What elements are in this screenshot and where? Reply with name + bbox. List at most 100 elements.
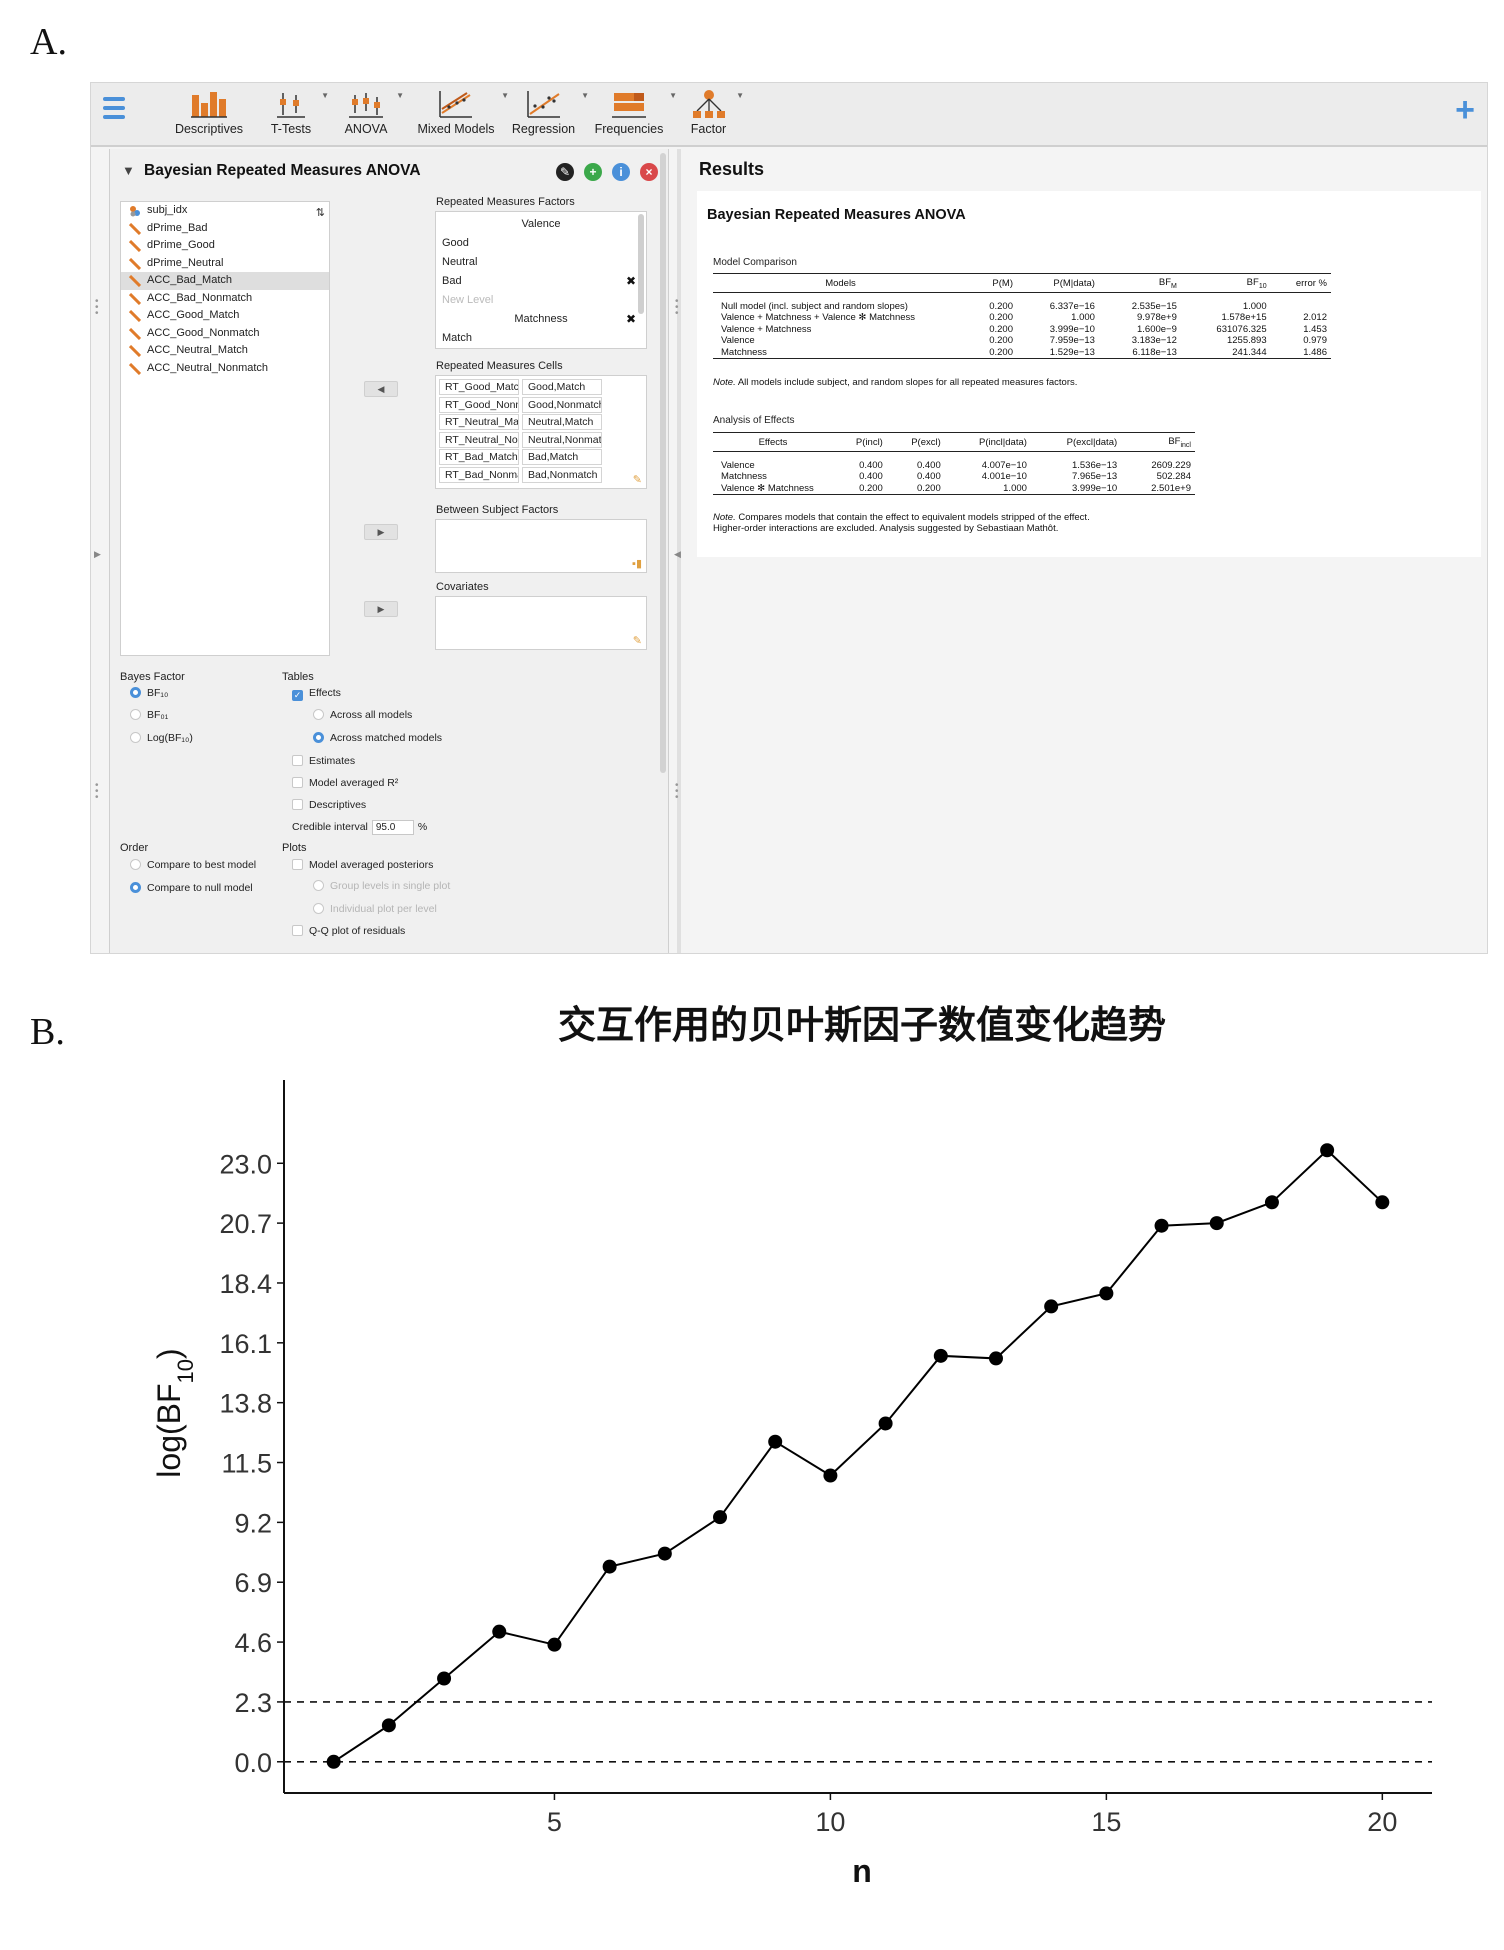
group-levels-radio[interactable]: Group levels in single plot bbox=[313, 880, 450, 892]
rm-cell-level[interactable]: Good,Nonmatch bbox=[522, 396, 602, 413]
across-matched-models-radio[interactable]: Across matched models bbox=[313, 732, 442, 744]
variable-item[interactable]: ACC_Neutral_Nonmatch bbox=[121, 360, 329, 378]
chevron-down-icon: ▼ bbox=[736, 91, 744, 100]
new-level-placeholder[interactable]: New Level bbox=[442, 294, 494, 306]
individual-plot-label: Individual plot per level bbox=[330, 903, 437, 915]
rm-cell-variable[interactable]: RT_Good_Match bbox=[439, 379, 519, 395]
scrollbar[interactable] bbox=[638, 214, 644, 314]
remove-icon[interactable]: ✖ bbox=[625, 274, 636, 288]
ci-unit: % bbox=[417, 821, 428, 833]
ribbon-label: Frequencies bbox=[594, 122, 664, 136]
panel-label-a: A. bbox=[30, 21, 67, 63]
variable-item[interactable]: ACC_Bad_Match bbox=[121, 272, 329, 290]
analysis-header[interactable]: ▼ Bayesian Repeated Measures ANOVA ✎ + i… bbox=[118, 161, 658, 187]
across-all-models-radio[interactable]: Across all models bbox=[313, 709, 412, 721]
variable-item[interactable]: ACC_Good_Nonmatch bbox=[121, 325, 329, 343]
collapse-triangle-icon[interactable]: ▼ bbox=[122, 163, 135, 178]
splitter-grip-icon[interactable]: • • • bbox=[675, 296, 679, 319]
ci-input[interactable]: 95.0 bbox=[371, 820, 414, 835]
splitter-grip-icon[interactable]: • • • bbox=[675, 780, 679, 803]
pane-splitter[interactable] bbox=[677, 149, 681, 953]
compare-best-radio[interactable]: Compare to best model bbox=[130, 859, 256, 871]
logbf-radio[interactable]: Log(BF₁₀) bbox=[130, 732, 193, 744]
y-tick-label: 11.5 bbox=[221, 1449, 272, 1479]
ribbon-anova-button[interactable]: ANOVA ▼ bbox=[336, 89, 404, 136]
edit-icon[interactable]: ✎ bbox=[556, 163, 574, 181]
level-item[interactable]: Match bbox=[442, 332, 472, 344]
rm-cell-row: RT_Neutral_MatchNeutral,Match bbox=[436, 413, 646, 431]
ribbon-descriptives-button[interactable]: Descriptives bbox=[169, 89, 249, 136]
rm-cell-variable[interactable]: RT_Bad_Match bbox=[439, 449, 519, 466]
bf01-radio[interactable]: BF₀₁ bbox=[130, 709, 168, 721]
hamburger-icon[interactable] bbox=[103, 97, 125, 123]
data-point bbox=[1099, 1286, 1114, 1301]
qq-plot-checkbox[interactable]: Q-Q plot of residuals bbox=[292, 925, 405, 937]
model-posteriors-checkbox[interactable]: Model averaged posteriors bbox=[292, 859, 433, 871]
factor-name-valence[interactable]: Valence bbox=[521, 218, 561, 230]
variable-item[interactable]: ACC_Neutral_Match bbox=[121, 342, 329, 360]
ribbon-factor-button[interactable]: Factor ▼ bbox=[681, 89, 744, 136]
options-scrollbar[interactable] bbox=[660, 153, 666, 773]
ribbon-frequencies-button[interactable]: Frequencies ▼ bbox=[589, 89, 677, 136]
variable-item[interactable]: dPrime_Bad bbox=[121, 220, 329, 238]
variable-list[interactable]: ⇅ subj_idx dPrime_Bad dPrime_Good dPrime_Ne… bbox=[120, 201, 330, 656]
level-item[interactable]: Bad ✖ bbox=[436, 272, 646, 291]
assign-between-arrow-button[interactable]: ▶ bbox=[364, 524, 398, 540]
covariates-box[interactable]: ✎ bbox=[435, 596, 647, 650]
rm-cell-level[interactable]: Neutral,Match bbox=[522, 414, 602, 431]
close-icon[interactable]: × bbox=[640, 163, 658, 181]
y-tick-label: 6.9 bbox=[234, 1568, 272, 1598]
individual-plot-radio[interactable]: Individual plot per level bbox=[313, 903, 437, 915]
rm-cell-variable[interactable]: RT_Bad_Nonmat... bbox=[439, 466, 519, 483]
effects-note: Note. Compares models that contain the e… bbox=[713, 512, 1090, 534]
level-item[interactable]: Neutral bbox=[442, 256, 478, 268]
data-point bbox=[547, 1637, 562, 1652]
radio-icon bbox=[313, 903, 324, 914]
rm-cell-variable[interactable]: RT_Neutral_Non... bbox=[439, 431, 519, 448]
sort-icon[interactable]: ⇅ bbox=[315, 207, 325, 219]
rm-factors-box[interactable]: Valence Good Neutral Bad ✖ New Level Matc… bbox=[435, 211, 647, 349]
ribbon-mixed-models-button[interactable]: Mixed Models ▼ bbox=[411, 89, 509, 136]
bf10-radio[interactable]: BF₁₀ bbox=[130, 687, 168, 699]
rm-cells-box[interactable]: RT_Good_MatchGood,MatchRT_Good_Nonm...Go… bbox=[435, 375, 647, 489]
info-icon[interactable]: i bbox=[612, 163, 630, 181]
assign-rm-cells-arrow-button[interactable]: ◀ bbox=[364, 381, 398, 397]
remove-icon[interactable]: ✖ bbox=[625, 312, 636, 326]
bf10-label: BF₁₀ bbox=[147, 687, 169, 699]
factor-name-matchness[interactable]: Matchness ✖ bbox=[436, 310, 646, 329]
table-cell: 0.200 bbox=[833, 482, 887, 496]
rm-cell-level[interactable]: Bad,Match bbox=[522, 449, 602, 466]
compare-null-radio[interactable]: Compare to null model bbox=[130, 882, 253, 894]
results-pane: Results Bayesian Repeated Measures ANOVA… bbox=[689, 149, 1487, 953]
table-cell: Valence ✻ Matchness bbox=[713, 482, 833, 496]
variable-item[interactable]: ACC_Good_Match bbox=[121, 307, 329, 325]
rm-cell-level[interactable]: Neutral,Nonmatch bbox=[522, 431, 602, 448]
rm-cell-level[interactable]: Bad,Nonmatch bbox=[522, 466, 602, 483]
variable-item[interactable]: dPrime_Neutral bbox=[121, 255, 329, 273]
collapse-right-icon[interactable]: ◀ bbox=[674, 549, 681, 559]
ribbon-ttests-button[interactable]: T-Tests ▼ bbox=[261, 89, 329, 136]
splitter-grip-icon[interactable]: • • • bbox=[95, 296, 99, 319]
variable-item[interactable]: subj_idx bbox=[121, 202, 329, 220]
model-r2-checkbox[interactable]: Model averaged R² bbox=[292, 777, 398, 789]
plus-icon[interactable]: + bbox=[1455, 91, 1475, 129]
rm-cell-variable[interactable]: RT_Good_Nonm... bbox=[439, 396, 519, 413]
effects-checkbox[interactable]: ✓ Effects bbox=[292, 687, 341, 701]
estimates-checkbox[interactable]: Estimates bbox=[292, 755, 355, 767]
y-tick-label: 18.4 bbox=[219, 1269, 272, 1299]
between-factors-box[interactable]: ▪▮ bbox=[435, 519, 647, 573]
ribbon-regression-button[interactable]: Regression ▼ bbox=[506, 89, 589, 136]
chevron-down-icon: ▼ bbox=[321, 91, 329, 100]
splitter-grip-icon[interactable]: • • • bbox=[95, 780, 99, 803]
assign-covariates-arrow-button[interactable]: ▶ bbox=[364, 601, 398, 617]
descriptives-checkbox[interactable]: Descriptives bbox=[292, 799, 366, 811]
rm-cell-row: RT_Bad_Match Bad,Match bbox=[436, 448, 646, 466]
variable-item[interactable]: ACC_Bad_Nonmatch bbox=[121, 290, 329, 308]
rm-cell-variable[interactable]: RT_Neutral_Match bbox=[439, 414, 519, 431]
rm-cell-level[interactable]: Good,Match bbox=[522, 379, 602, 395]
level-item[interactable]: Good bbox=[442, 237, 469, 249]
variable-item[interactable]: dPrime_Good bbox=[121, 237, 329, 255]
tables-label: Tables bbox=[282, 671, 314, 683]
duplicate-icon[interactable]: + bbox=[584, 163, 602, 181]
collapse-left-icon[interactable]: ▶ bbox=[94, 549, 101, 559]
